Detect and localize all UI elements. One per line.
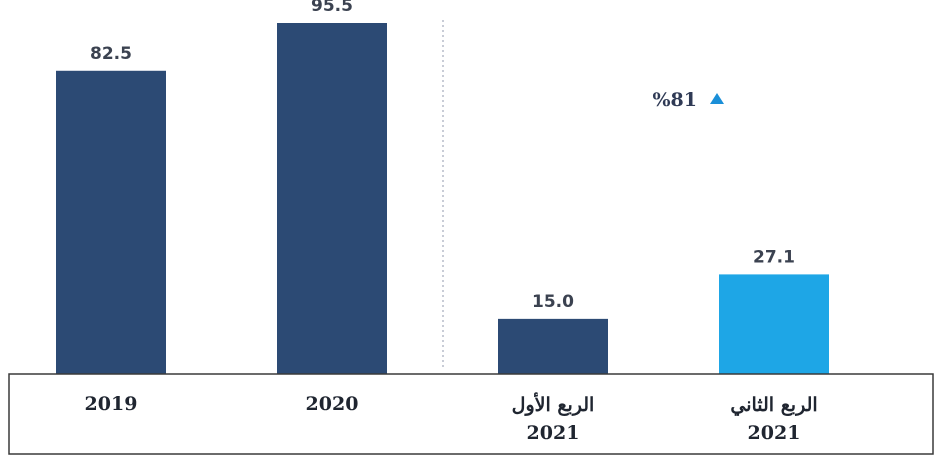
value-labels-layer: 82.5 95.5 15.0 27.1 [90, 0, 795, 312]
category-label-1-line-0: 2020 [306, 393, 359, 415]
value-label-1: 95.5 [311, 0, 353, 16]
value-label-2: 15.0 [532, 292, 574, 312]
category-labels-layer: 2019 2020 الربع الأول 2021 الربع الثاني 2021 [85, 392, 818, 444]
up-triangle-icon [710, 93, 724, 104]
bars-layer [56, 23, 829, 375]
category-label-3-line-1: 2021 [748, 422, 801, 444]
category-axis-box [8, 373, 934, 455]
value-label-3: 27.1 [753, 247, 795, 267]
bar-2 [498, 318, 608, 374]
category-label-2-line-1: 2021 [527, 422, 580, 444]
value-label-0: 82.5 [90, 44, 132, 64]
category-label-2-line-0: الربع الأول [512, 392, 595, 416]
category-label-0-line-0: 2019 [85, 393, 138, 415]
bar-3 [719, 274, 829, 374]
change-annotation-label: %81 [653, 89, 698, 111]
bar-0 [56, 70, 166, 375]
category-label-3-line-0: الربع الثاني [730, 394, 817, 417]
bar-1 [277, 23, 387, 374]
